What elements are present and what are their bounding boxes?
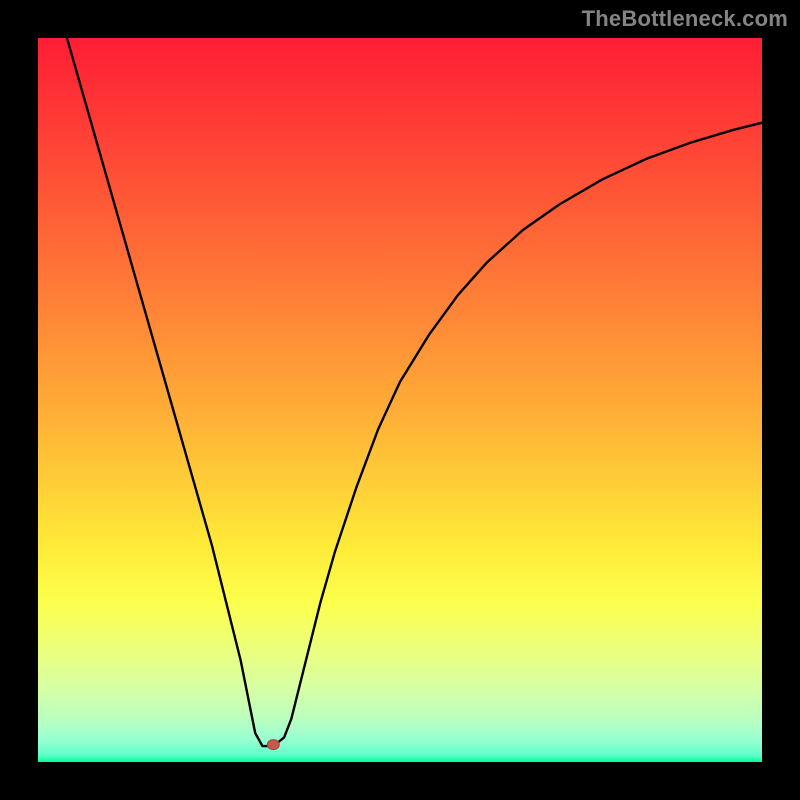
chart-background-rect xyxy=(38,38,762,762)
bottleneck-chart-plot xyxy=(38,38,762,762)
watermark-text: TheBottleneck.com xyxy=(582,6,788,32)
page-frame: TheBottleneck.com xyxy=(0,0,800,800)
bottleneck-chart-svg xyxy=(38,38,762,762)
curve-minimum-marker xyxy=(267,740,279,750)
